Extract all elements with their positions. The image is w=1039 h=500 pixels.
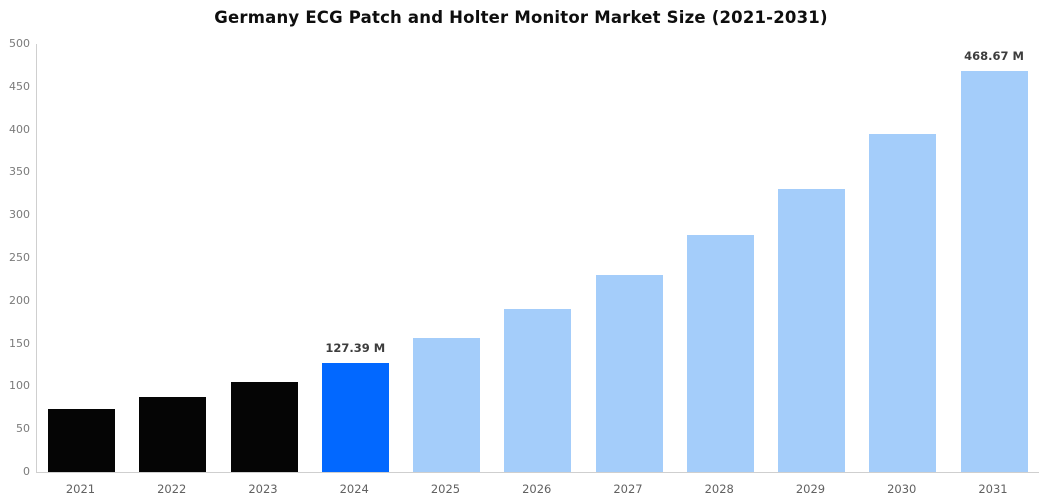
y-tick-label: 500 [9, 37, 30, 50]
y-tick-label: 250 [9, 251, 30, 264]
x-tick-label-2027: 2027 [613, 482, 643, 496]
bar-2030 [869, 133, 937, 472]
x-tick-label-2025: 2025 [430, 482, 461, 496]
bar-2024 [321, 362, 389, 472]
y-tick-label: 400 [9, 122, 30, 136]
y-tick-label: 50 [16, 422, 30, 436]
y-tick-label: 300 [9, 208, 30, 222]
y-tick-label: 200 [9, 293, 30, 307]
x-tick-label-2030: 2030 [887, 482, 917, 496]
bar-2022 [139, 396, 207, 472]
x-tick-label-2023: 2023 [248, 482, 278, 496]
chart-title: Germany ECG Patch and Holter Monitor Mar… [214, 8, 828, 27]
bar-2023 [230, 382, 298, 472]
y-tick-label: 350 [9, 165, 30, 179]
x-tick-label-2026: 2026 [522, 482, 552, 496]
bar-2031 [960, 70, 1028, 472]
bar-2025 [413, 338, 480, 472]
plot-area: 127.39 M 468.67 M [36, 44, 1039, 473]
x-tick-label-2031: 2031 [978, 482, 1008, 496]
bar-2026 [504, 309, 572, 472]
y-tick-label: 0 [23, 465, 30, 478]
x-tick-label-2021: 2021 [65, 482, 96, 496]
y-tick-label: 450 [9, 79, 30, 93]
x-tick-label-2022: 2022 [157, 482, 187, 496]
y-tick-label: 100 [9, 379, 30, 393]
x-tick-label-2028: 2028 [704, 482, 734, 496]
y-tick-label: 150 [9, 336, 30, 350]
bar-value-label-2024: 127.39 M [325, 340, 386, 355]
bar-2021 [48, 408, 115, 472]
bar-2029 [778, 188, 845, 472]
x-tick-label-2024: 2024 [339, 482, 369, 496]
x-tick-label-2029: 2029 [795, 482, 826, 496]
bar-value-label-2031: 468.67 M [964, 48, 1024, 63]
bar-2028 [686, 234, 754, 472]
bar-2027 [595, 275, 663, 472]
